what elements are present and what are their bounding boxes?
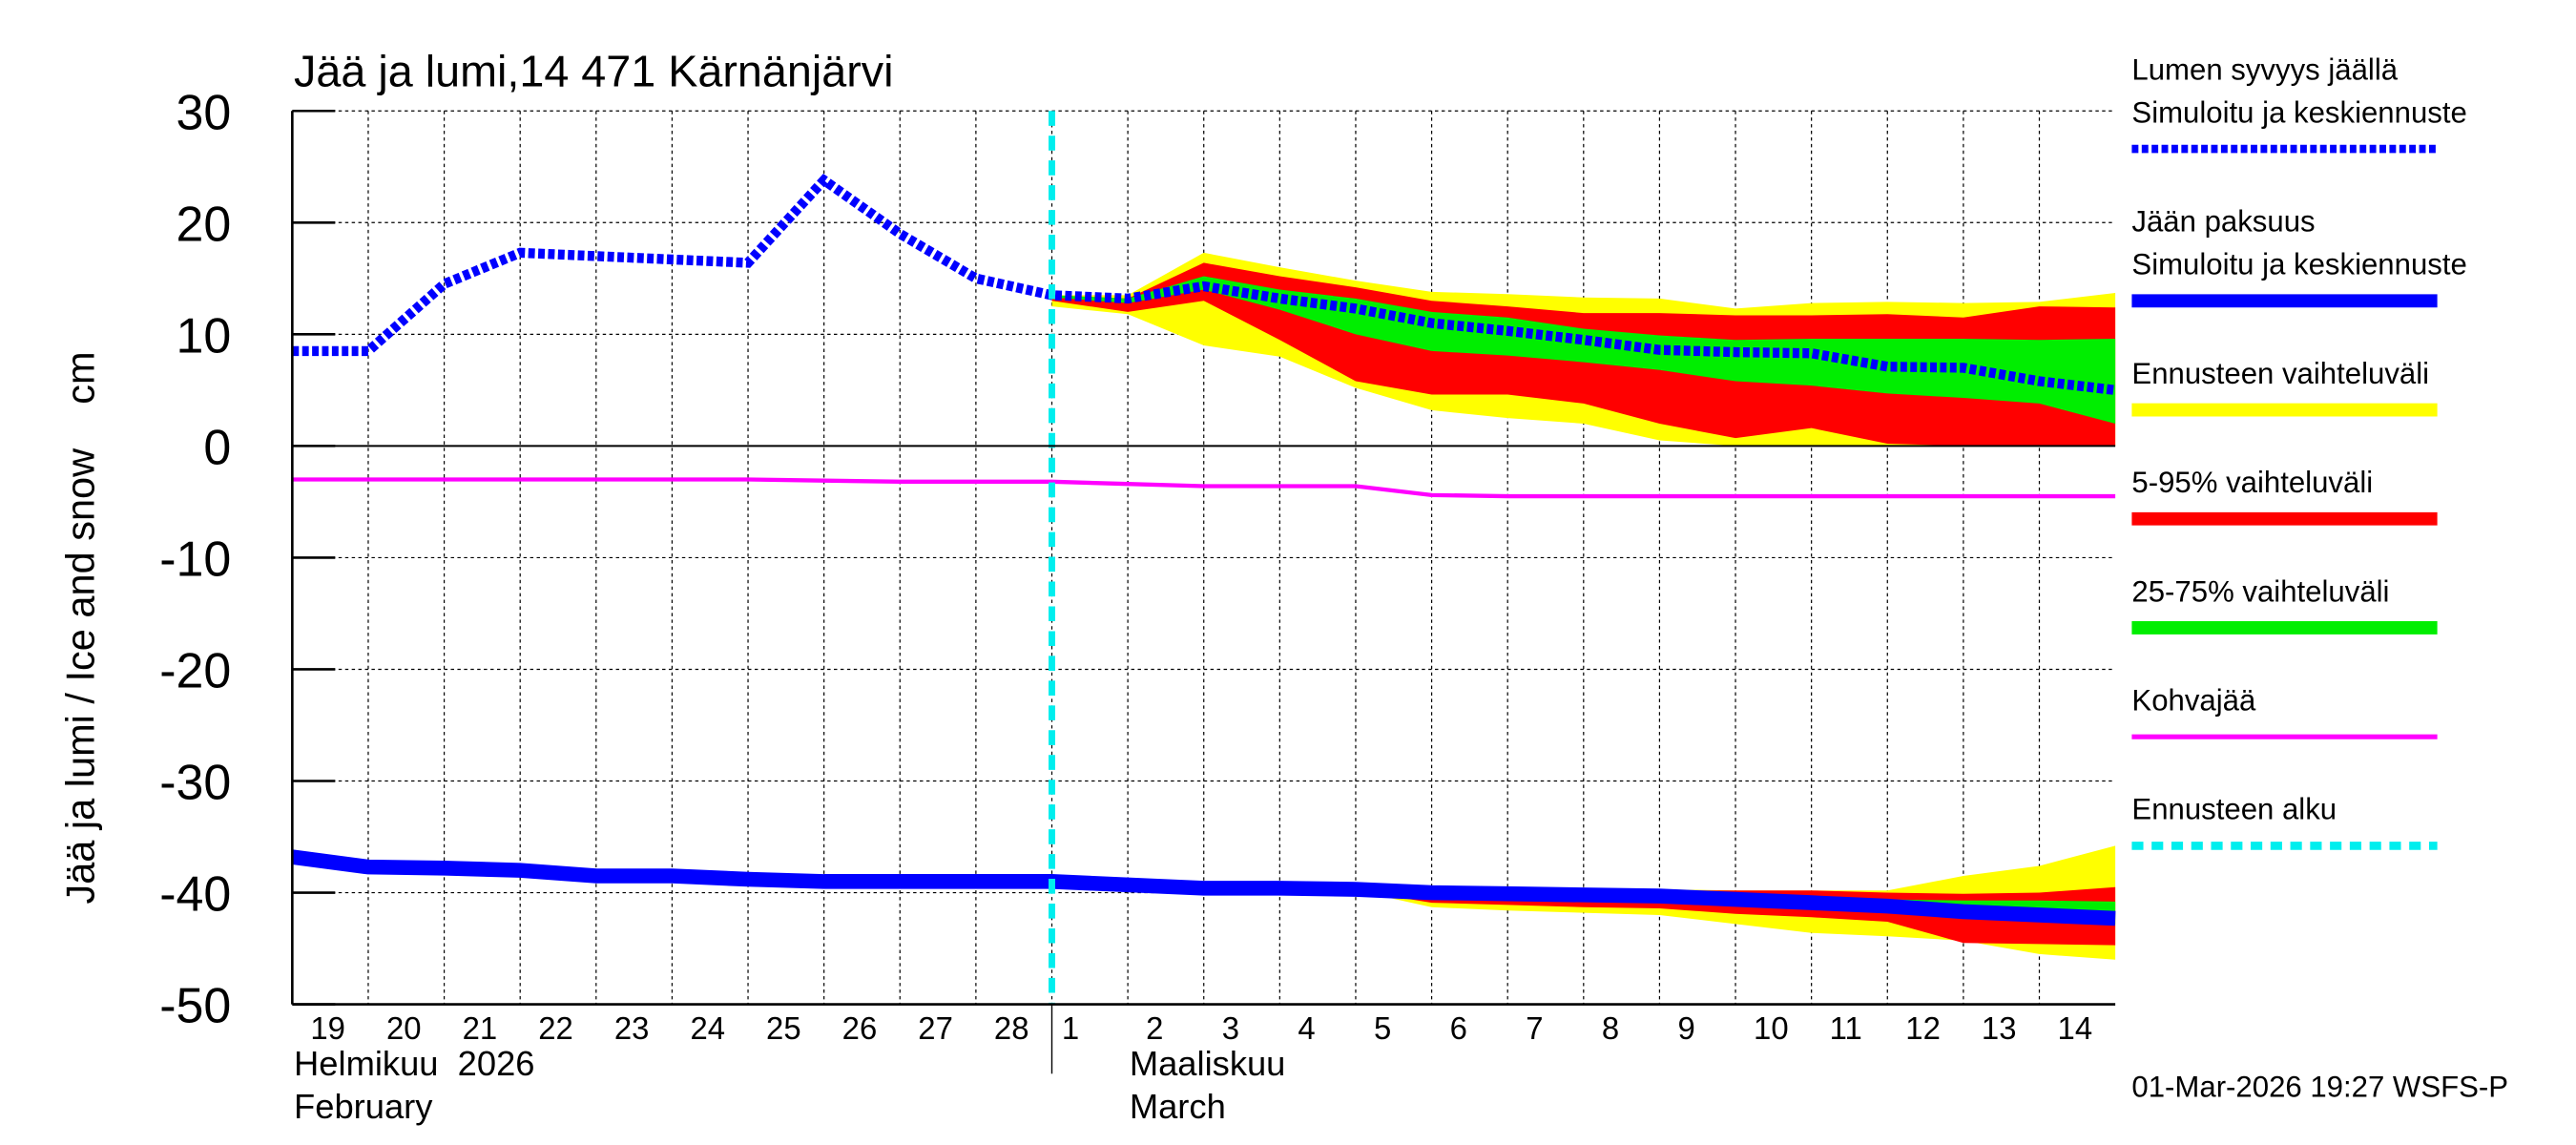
legend: Lumen syvyys jäällä Simuloitu ja keskienn… <box>2131 52 2467 850</box>
x-tick-label: 23 <box>614 1010 650 1046</box>
x-tick-label: 27 <box>918 1010 953 1046</box>
x-tick-label: 13 <box>1982 1010 2017 1046</box>
legend-label: Ennusteen vaihteluväli <box>2131 357 2429 390</box>
snow-depth-line <box>292 173 2116 396</box>
legend-label: 5-95% vaihteluväli <box>2131 466 2373 499</box>
x-tick-label: 6 <box>1450 1010 1467 1046</box>
y-tick-label: 30 <box>177 85 232 140</box>
x-tick-label: 14 <box>2058 1010 2093 1046</box>
month-label-en: February <box>294 1087 433 1126</box>
x-tick-label: 28 <box>994 1010 1029 1046</box>
legend-label: Simuloitu ja keskiennuste <box>2131 95 2466 129</box>
y-axis-label: Jää ja lumi / Ice and snow cm <box>58 351 103 904</box>
green-band <box>1051 276 2116 424</box>
y-tick-label: -50 <box>159 979 231 1034</box>
month-label-en: March <box>1130 1087 1226 1126</box>
x-tick-label: 26 <box>842 1010 878 1046</box>
x-tick-label: 1 <box>1062 1010 1079 1046</box>
legend-label: 25-75% vaihteluväli <box>2131 574 2389 608</box>
y-tick-label: 20 <box>177 197 232 252</box>
ice-thickness-line <box>291 849 2116 926</box>
y-tick-label: 0 <box>203 420 231 475</box>
x-tick-label: 10 <box>1754 1010 1789 1046</box>
legend-label: Jään paksuus <box>2131 205 2315 239</box>
x-tick-label: 25 <box>766 1010 801 1046</box>
x-tick-label: 7 <box>1526 1010 1543 1046</box>
legend-label: Ennusteen alku <box>2131 793 2337 826</box>
x-tick-label: 4 <box>1298 1010 1315 1046</box>
slush-ice-line <box>292 477 2116 499</box>
y-tick-label: -40 <box>159 867 231 923</box>
x-tick-label: 3 <box>1222 1010 1239 1046</box>
month-label-fi: Maaliskuu <box>1130 1044 1286 1083</box>
x-tick-label: 22 <box>538 1010 573 1046</box>
month-label-fi: Helmikuu 2026 <box>294 1044 534 1083</box>
legend-label: Lumen syvyys jäällä <box>2131 52 2398 86</box>
y-tick-label: 10 <box>177 308 232 364</box>
chart-title: Jää ja lumi,14 471 Kärnänjärvi <box>294 46 893 95</box>
y-tick-label: -20 <box>159 644 231 699</box>
legend-label: Simuloitu ja keskiennuste <box>2131 248 2466 281</box>
x-tick-label: 19 <box>310 1010 345 1046</box>
x-tick-label: 20 <box>386 1010 422 1046</box>
x-tick-label: 21 <box>463 1010 498 1046</box>
x-tick-label: 5 <box>1374 1010 1391 1046</box>
y-tick-label: -30 <box>159 756 231 811</box>
legend-label: Kohvajää <box>2131 684 2256 718</box>
x-tick-label: 24 <box>690 1010 725 1046</box>
series-lines <box>291 111 2116 1005</box>
y-tick-label: -10 <box>159 531 231 587</box>
x-tick-label: 2 <box>1146 1010 1163 1046</box>
x-tick-label: 9 <box>1677 1010 1694 1046</box>
x-tick-label: 11 <box>1830 1010 1862 1046</box>
x-tick-label: 8 <box>1602 1010 1619 1046</box>
footer-timestamp: 01-Mar-2026 19:27 WSFS-P <box>2131 1071 2508 1104</box>
x-tick-label: 12 <box>1905 1010 1941 1046</box>
